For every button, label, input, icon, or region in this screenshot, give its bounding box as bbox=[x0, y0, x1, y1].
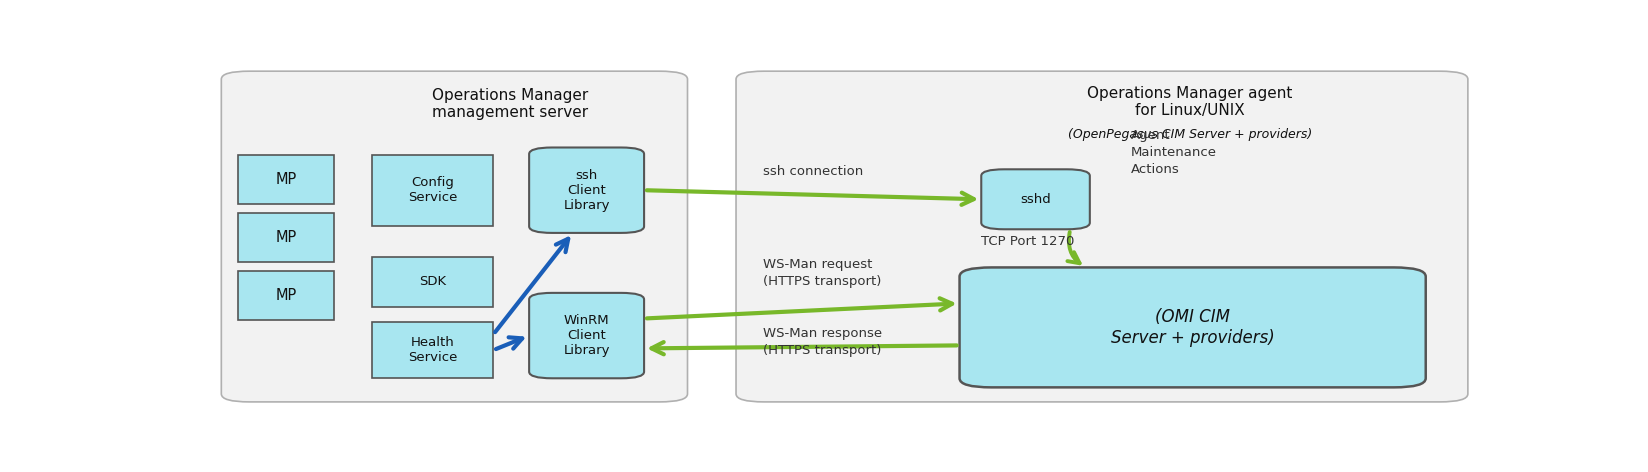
FancyBboxPatch shape bbox=[221, 71, 687, 402]
FancyBboxPatch shape bbox=[981, 169, 1089, 229]
Text: SDK: SDK bbox=[419, 276, 447, 288]
FancyBboxPatch shape bbox=[237, 155, 333, 204]
FancyBboxPatch shape bbox=[959, 268, 1426, 388]
Text: Health
Service: Health Service bbox=[409, 336, 458, 364]
FancyBboxPatch shape bbox=[237, 213, 333, 262]
FancyBboxPatch shape bbox=[372, 257, 493, 307]
Text: Config
Service: Config Service bbox=[409, 176, 458, 204]
Text: Agent
Maintenance
Actions: Agent Maintenance Actions bbox=[1131, 129, 1216, 177]
Text: (OMI CIM
Server + providers): (OMI CIM Server + providers) bbox=[1111, 308, 1274, 347]
Text: ssh connection: ssh connection bbox=[763, 165, 864, 177]
FancyBboxPatch shape bbox=[737, 71, 1468, 402]
Text: MP: MP bbox=[275, 288, 297, 303]
FancyBboxPatch shape bbox=[529, 147, 644, 233]
Text: MP: MP bbox=[275, 230, 297, 245]
Text: Operations Manager agent
for Linux/UNIX: Operations Manager agent for Linux/UNIX bbox=[1088, 86, 1292, 118]
Text: (OpenPegasus CIM Server + providers): (OpenPegasus CIM Server + providers) bbox=[1068, 127, 1312, 141]
Text: WS-Man response
(HTTPS transport): WS-Man response (HTTPS transport) bbox=[763, 327, 882, 357]
Text: TCP Port 1270: TCP Port 1270 bbox=[981, 236, 1074, 248]
FancyBboxPatch shape bbox=[372, 322, 493, 378]
FancyBboxPatch shape bbox=[237, 271, 333, 320]
FancyBboxPatch shape bbox=[372, 155, 493, 226]
Text: ssh
Client
Library: ssh Client Library bbox=[564, 169, 610, 212]
Text: Operations Manager
management server: Operations Manager management server bbox=[432, 87, 588, 120]
Text: sshd: sshd bbox=[1020, 193, 1051, 206]
Text: WinRM
Client
Library: WinRM Client Library bbox=[564, 314, 610, 357]
FancyBboxPatch shape bbox=[529, 293, 644, 378]
Text: WS-Man request
(HTTPS transport): WS-Man request (HTTPS transport) bbox=[763, 258, 882, 288]
Text: MP: MP bbox=[275, 172, 297, 187]
